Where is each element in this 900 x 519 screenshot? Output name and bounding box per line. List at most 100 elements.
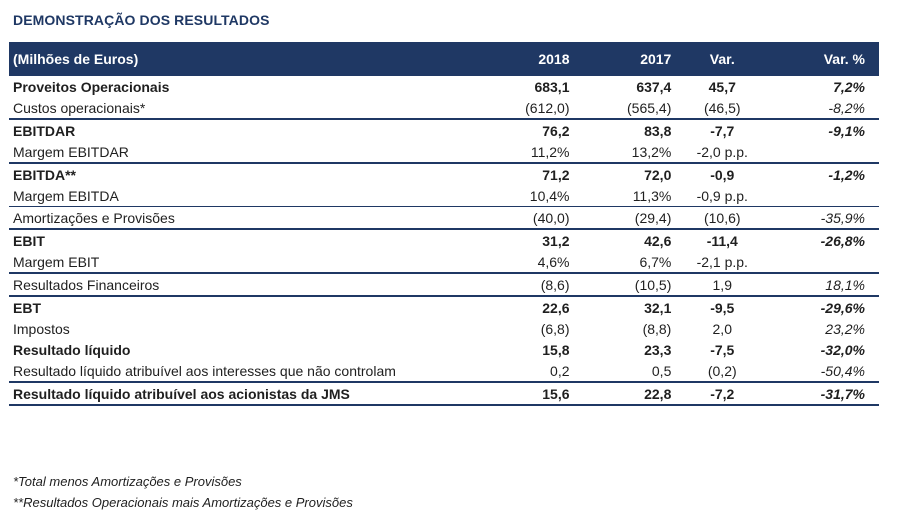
value-2017: 13,2% [631,143,672,160]
value-var: 45,7 [708,78,736,95]
value-var: (46,5) [703,99,741,116]
row-label: Custos operacionais* [13,99,146,116]
row-label: Resultado líquido atribuível aos interes… [13,362,396,379]
header-label: (Milhões de Euros) [9,42,468,76]
table-row: Custos operacionais* (612,0) (565,4) (46… [9,97,879,119]
value-2017: 32,1 [575,295,678,318]
row-label: EBIT [9,228,468,251]
row-label: EBT [9,295,468,318]
footnotes: *Total menos Amortizações e Provisões **… [13,471,353,513]
value-2018: 31,2 [467,228,576,251]
table-row: Resultado líquido atribuível aos acionis… [9,381,879,406]
value-var-pct [767,141,879,163]
header-2018: 2018 [467,42,576,76]
value-var: -0,9 p.p. [696,187,748,204]
value-var-pct: -31,7% [767,381,879,406]
value-2018: 4,6% [537,253,570,270]
value-2018: 0,2 [550,362,570,379]
value-var: 2,0 [712,320,732,337]
value-var: -9,5 [677,295,768,318]
row-label: Impostos [13,320,70,337]
value-var: -7,2 [677,381,768,406]
value-var-pct: -29,6% [767,295,879,318]
value-var: -11,4 [677,228,768,251]
value-var: -2,1 p.p. [696,253,748,270]
value-2018: (612,0) [525,99,570,116]
table-row: EBIT 31,2 42,6 -11,4 -26,8% [9,228,879,251]
value-2017: 22,8 [575,381,678,406]
value-2017: 72,0 [575,162,678,185]
value-2018: (6,8) [540,320,570,337]
table-row: Resultados Financeiros (8,6) (10,5) 1,9 … [9,272,879,296]
table-row: Amortizações e Provisões (40,0) (29,4) (… [9,206,879,229]
value-2018: 76,2 [467,118,576,141]
value-var-pct: -9,1% [767,118,879,141]
row-label: Resultados Financeiros [9,272,468,296]
value-var: 1,9 [677,272,768,296]
table-row: Proveitos Operacionais 683,1 637,4 45,7 … [9,76,879,97]
header-var-pct: Var. % [767,42,879,76]
footnote: *Total menos Amortizações e Provisões [13,474,242,489]
value-var-pct: 7,2% [833,78,865,95]
value-var-pct: -8,2% [828,99,865,116]
value-2017: 83,8 [575,118,678,141]
row-label: Resultado líquido atribuível aos acionis… [9,381,468,406]
value-2017: (565,4) [627,99,672,116]
value-var-pct: -32,0% [820,341,865,358]
header-var: Var. [677,42,768,76]
value-2017: 637,4 [636,78,672,95]
table-row: Margem EBITDA 10,4% 11,3% -0,9 p.p. [9,185,879,207]
value-var: -7,5 [710,341,735,358]
value-2017: 6,7% [639,253,672,270]
value-2018: 22,6 [467,295,576,318]
value-2017: 42,6 [575,228,678,251]
value-var: -0,9 [677,162,768,185]
value-var: (0,2) [707,362,737,379]
row-label: Margem EBIT [13,253,100,270]
value-var: -7,7 [677,118,768,141]
row-label: EBITDAR [9,118,468,141]
value-var-pct [767,251,879,273]
page-title: DEMONSTRAÇÃO DOS RESULTADOS [13,12,270,28]
value-2017: (8,8) [642,320,672,337]
value-var-pct: -1,2% [767,162,879,185]
value-2018: 15,8 [542,341,570,358]
value-var-pct: -35,9% [767,206,879,229]
table-row: EBITDAR 76,2 83,8 -7,7 -9,1% [9,118,879,141]
row-label: EBITDA** [9,162,468,185]
value-2018: 683,1 [534,78,570,95]
value-var-pct: 18,1% [767,272,879,296]
footnote: **Resultados Operacionais mais Amortizaç… [13,495,353,510]
row-label: Amortizações e Provisões [9,206,468,229]
value-2017: (10,5) [575,272,678,296]
table-header-row: (Milhões de Euros) 2018 2017 Var. Var. % [9,42,879,76]
row-label: Resultado líquido [13,341,131,358]
header-2017: 2017 [575,42,678,76]
table-row: EBT 22,6 32,1 -9,5 -29,6% [9,295,879,318]
value-var-pct [767,185,879,207]
table-row: Impostos (6,8) (8,8) 2,0 23,2% [9,318,879,339]
table-row: Margem EBIT 4,6% 6,7% -2,1 p.p. [9,251,879,273]
table-row: Resultado líquido atribuível aos interes… [9,360,879,382]
table-row: Resultado líquido 15,8 23,3 -7,5 -32,0% [9,339,879,360]
value-2018: 15,6 [467,381,576,406]
value-2018: 11,2% [530,143,570,160]
value-2017: 11,3% [632,187,672,204]
value-2018: (8,6) [467,272,576,296]
value-2017: 23,3 [644,341,672,358]
income-statement-table: (Milhões de Euros) 2018 2017 Var. Var. %… [9,42,879,406]
value-2018: 71,2 [467,162,576,185]
value-2018: 10,4% [529,187,570,204]
table-row: Margem EBITDAR 11,2% 13,2% -2,0 p.p. [9,141,879,163]
value-var-pct: 23,2% [825,320,865,337]
row-label: Margem EBITDAR [13,143,129,160]
row-label: Proveitos Operacionais [13,78,170,95]
value-var: (10,6) [677,206,768,229]
row-label: Margem EBITDA [13,187,119,204]
value-var: -2,0 p.p. [696,143,748,160]
value-var-pct: -26,8% [767,228,879,251]
value-var-pct: -50,4% [820,362,865,379]
value-2017: 0,5 [651,362,672,379]
value-2018: (40,0) [467,206,576,229]
value-2017: (29,4) [575,206,678,229]
